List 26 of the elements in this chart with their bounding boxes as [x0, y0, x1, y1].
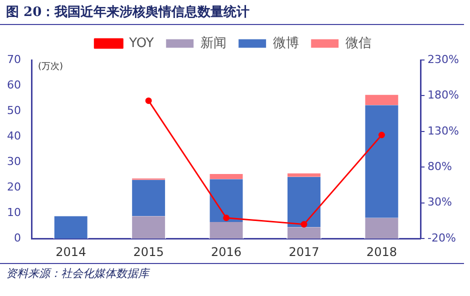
y2-tick-label: -20% [428, 231, 456, 244]
y2-tick-label: 230% [428, 52, 460, 66]
x-tick-label: 2015 [133, 244, 164, 259]
legend-label: 微信 [345, 36, 372, 51]
y-tick-label: 40 [6, 129, 21, 142]
x-tick-label: 2014 [56, 244, 86, 259]
y2-tick-label: 180% [428, 88, 460, 102]
legend-label: 微博 [272, 36, 299, 51]
text: 资料来源：社会化媒体数据库 [0, 263, 464, 283]
y2-tick-label: 80% [428, 160, 452, 174]
y2-tick-label: 30% [428, 196, 452, 209]
y-tick-label: 70 [6, 52, 21, 66]
legend-label: 新闻 [200, 36, 226, 51]
x-tick-label: 2017 [288, 244, 320, 259]
y-tick-label: 10 [6, 206, 21, 219]
y-tick-label: 60 [6, 78, 21, 92]
chart-title: 图 20：我国近年来涉核舆情信息数量统计 [0, 0, 464, 25]
y-tick-label: 0 [14, 231, 21, 244]
y-tick-label: 20 [6, 180, 21, 194]
y2-tick-label: 130% [428, 124, 460, 138]
x-tick-label: 2018 [366, 244, 397, 259]
legend-label: YOY [128, 36, 154, 51]
y-tick-label: 30 [6, 154, 21, 168]
x-tick-label: 2016 [211, 244, 242, 259]
y-tick-label: 50 [6, 104, 21, 117]
y-axis-title: (万次) [38, 60, 64, 72]
